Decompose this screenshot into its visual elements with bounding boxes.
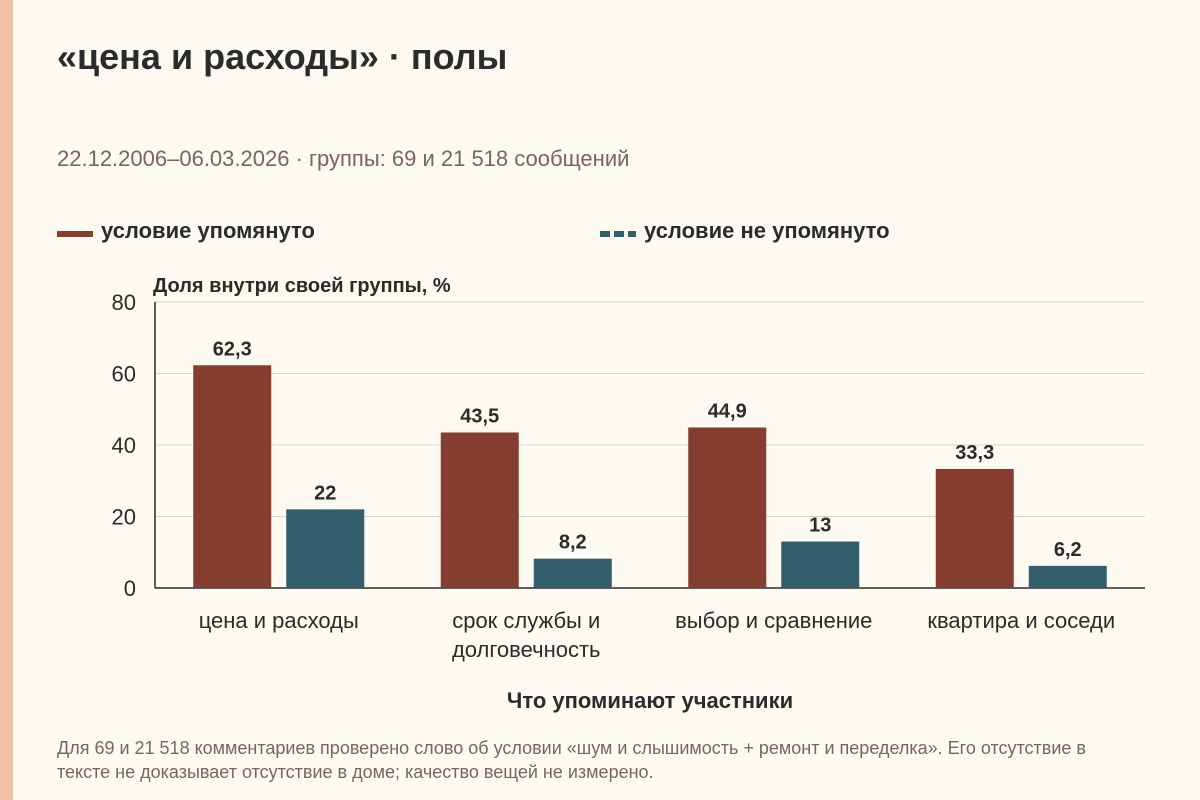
bar-not-mentioned bbox=[286, 509, 365, 588]
x-tick-label: квартира и соседи bbox=[927, 608, 1115, 633]
bar-not-mentioned bbox=[533, 558, 612, 588]
bar-not-mentioned bbox=[781, 541, 860, 588]
legend-label-mentioned: условие упомянуто bbox=[101, 218, 315, 243]
page-title: «цена и расходы» · полы bbox=[57, 36, 508, 77]
data-label-mentioned: 43,5 bbox=[460, 405, 499, 427]
data-label-not-mentioned: 6,2 bbox=[1054, 539, 1082, 561]
x-tick-label: долговечность bbox=[452, 637, 601, 662]
y-tick-label: 0 bbox=[124, 576, 136, 601]
data-label-not-mentioned: 8,2 bbox=[559, 532, 587, 554]
legend-item-not-mentioned: условие не упомянуто bbox=[600, 218, 890, 244]
data-label-mentioned: 62,3 bbox=[213, 338, 252, 360]
bar-not-mentioned bbox=[1028, 565, 1107, 588]
accent-stripe bbox=[0, 0, 13, 800]
legend-item-mentioned: условие упомянуто bbox=[57, 218, 315, 244]
bar-mentioned bbox=[935, 468, 1014, 588]
page-subtitle: 22.12.2006–06.03.2026 · группы: 69 и 21 … bbox=[57, 146, 630, 171]
x-axis-label: Что упоминают участники bbox=[507, 688, 793, 713]
bar-mentioned bbox=[688, 427, 767, 588]
y-axis-label: Доля внутри своей группы, % bbox=[153, 275, 451, 297]
bar-mentioned bbox=[193, 365, 272, 588]
data-label-mentioned: 33,3 bbox=[955, 442, 994, 464]
footnote: Для 69 и 21 518 комментариев проверено с… bbox=[57, 738, 1086, 782]
x-tick-label: цена и расходы bbox=[199, 608, 359, 633]
data-label-mentioned: 44,9 bbox=[708, 400, 747, 422]
x-tick-label: выбор и сравнение bbox=[675, 608, 872, 633]
data-label-not-mentioned: 22 bbox=[314, 482, 336, 504]
legend-swatch-not-mentioned bbox=[600, 231, 636, 237]
y-tick-label: 60 bbox=[112, 362, 136, 387]
legend-label-not-mentioned: условие не упомянуто bbox=[644, 218, 890, 243]
bar-mentioned bbox=[440, 432, 519, 588]
y-tick-label: 40 bbox=[112, 433, 136, 458]
x-tick-label: срок службы и bbox=[452, 608, 600, 633]
y-tick-label: 20 bbox=[112, 505, 136, 530]
data-label-not-mentioned: 13 bbox=[809, 515, 831, 537]
legend-swatch-mentioned bbox=[57, 231, 93, 237]
y-tick-label: 80 bbox=[112, 290, 136, 315]
